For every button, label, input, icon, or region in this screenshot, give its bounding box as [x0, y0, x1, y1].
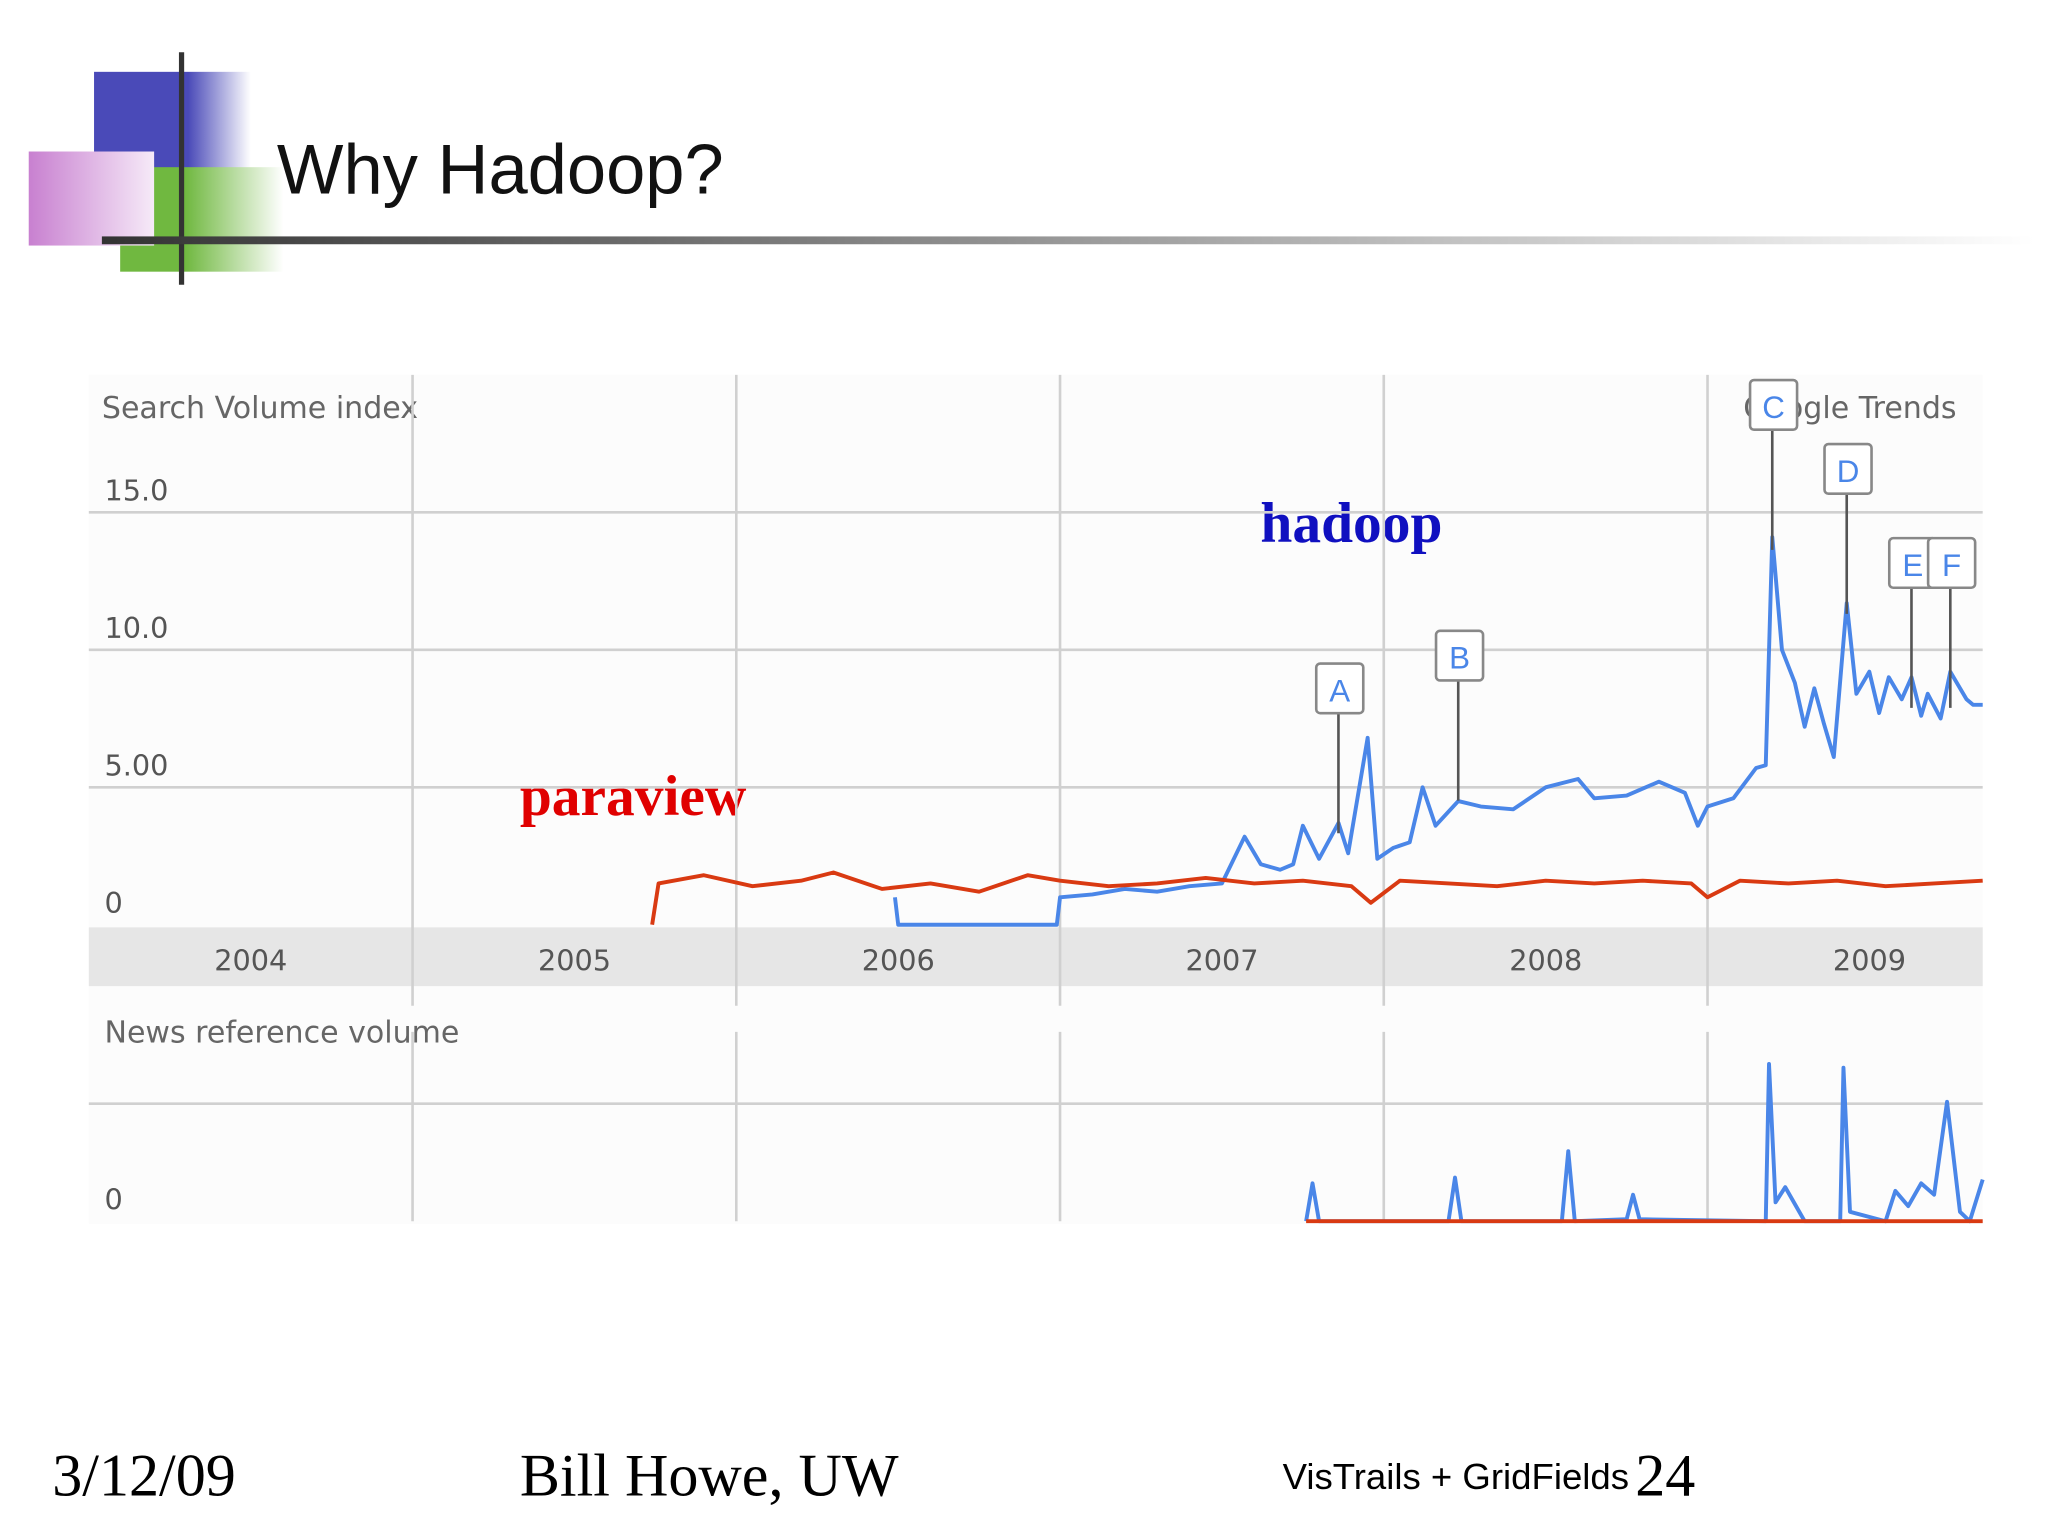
news-axis-label: News reference volume: [104, 1015, 459, 1050]
annotation-label: D: [1837, 454, 1860, 489]
series-label: paraview: [520, 765, 747, 828]
annotation-box: [1434, 629, 1485, 682]
x-tick-label: 2008: [1509, 943, 1582, 977]
footer-project: VisTrails + GridFields: [1283, 1456, 1629, 1497]
annotation-label: F: [1942, 548, 1961, 583]
axis-band: [88, 927, 1983, 987]
logo: [28, 52, 284, 285]
footer-page: 24: [1635, 1442, 1695, 1509]
y-tick-label: 10.0: [104, 611, 168, 645]
series-line: [893, 535, 1983, 927]
annotation-label: B: [1449, 641, 1470, 676]
chart-area: [88, 374, 1983, 1224]
annotation-box: [1823, 442, 1873, 496]
annotation-label: C: [1762, 390, 1785, 425]
x-tick-label: 2004: [214, 943, 287, 977]
x-tick-label: 2006: [862, 943, 935, 977]
x-tick-label: 2007: [1185, 943, 1258, 977]
annotation-label: E: [1902, 548, 1923, 583]
y-tick-label: 5.00: [104, 749, 168, 783]
annotation: B: [1434, 629, 1485, 801]
y-axis-label: Search Volume index: [102, 391, 418, 426]
series-line: [650, 870, 1983, 926]
slide-title: Why Hadoop?: [277, 129, 724, 208]
y-tick-label: 15.0: [104, 474, 168, 508]
y-tick-label: 0: [104, 886, 122, 920]
footer-date: 3/12/09: [52, 1442, 236, 1509]
series-label: hadoop: [1260, 492, 1442, 555]
annotation-label: A: [1329, 673, 1350, 708]
annotation: C: [1748, 378, 1799, 550]
y-tick-label: 0: [104, 1182, 122, 1216]
annotation-box: [1926, 536, 1977, 590]
annotation-box: [1748, 378, 1799, 432]
title-rule: [101, 236, 2035, 245]
series-line: [1304, 1062, 1985, 1224]
annotation-box: [1314, 662, 1365, 715]
x-tick-label: 2005: [538, 943, 611, 977]
annotation: F: [1926, 536, 1977, 708]
footer-author: Bill Howe, UW: [520, 1442, 899, 1509]
annotation: D: [1823, 442, 1873, 614]
annotation: A: [1314, 662, 1365, 834]
x-tick-label: 2009: [1833, 943, 1906, 977]
